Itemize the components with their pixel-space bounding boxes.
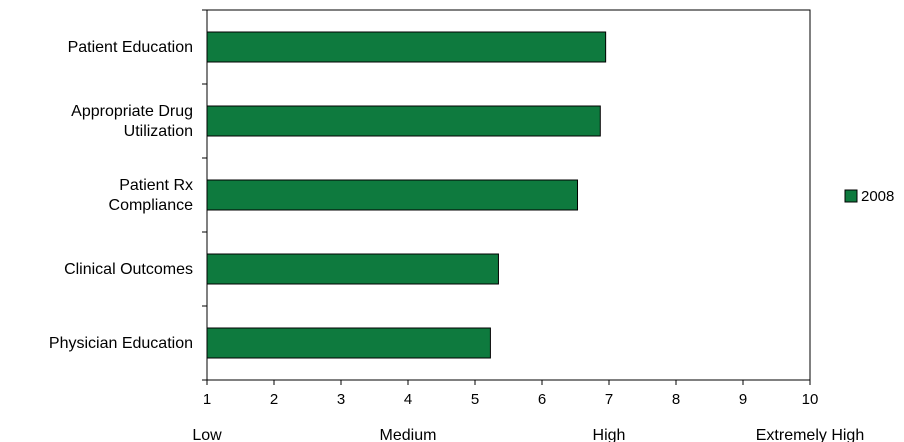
bars-group	[206, 31, 607, 359]
bar-appropriate-drug-utilization	[206, 105, 601, 137]
y-label-line: Patient Education	[68, 39, 193, 56]
legend-swatch-2008	[844, 189, 858, 203]
y-label-line: Appropriate Drug	[71, 103, 193, 120]
y-axis-labels: Patient Education Appropriate Drug Utiliza…	[49, 39, 193, 352]
y-label-appropriate-drug-utilization: Appropriate Drug Utilization	[71, 103, 193, 140]
scale-label-extremely-high: Extremely High	[756, 427, 864, 442]
y-label-line: Patient Rx	[119, 177, 193, 194]
y-axis-ticks	[202, 9, 207, 381]
bar-clinical-outcomes	[206, 253, 499, 285]
legend-label-2008: 2008	[861, 188, 894, 205]
x-axis-ticks	[206, 380, 811, 385]
x-tick-label: 4	[404, 391, 412, 408]
x-tick-label: 8	[672, 391, 680, 408]
bar-patient-education	[206, 31, 607, 63]
y-label-line: Physician Education	[49, 335, 193, 352]
x-tick-label: 6	[538, 391, 546, 408]
scale-label-medium: Medium	[380, 427, 437, 442]
x-tick-label: 3	[337, 391, 345, 408]
y-label-line: Clinical Outcomes	[64, 261, 193, 278]
x-tick-label: 2	[270, 391, 278, 408]
y-label-patient-rx-compliance: Patient Rx Compliance	[109, 177, 194, 214]
x-tick-label: 10	[802, 391, 819, 408]
y-label-clinical-outcomes: Clinical Outcomes	[64, 261, 193, 278]
scale-label-low: Low	[192, 427, 222, 442]
y-label-line: Utilization	[124, 123, 193, 140]
bar-patient-rx-compliance	[206, 179, 579, 211]
y-label-physician-education: Physician Education	[49, 335, 193, 352]
x-tick-label: 9	[739, 391, 747, 408]
y-label-line: Compliance	[109, 197, 194, 214]
x-tick-label: 1	[203, 391, 211, 408]
x-axis-tick-labels: 1 2 3 4 5 6 7 8 9 10	[203, 391, 819, 408]
x-tick-label: 7	[605, 391, 613, 408]
x-tick-label: 5	[471, 391, 479, 408]
scale-label-high: High	[593, 427, 626, 442]
bar-physician-education	[206, 327, 491, 359]
scale-labels: Low Medium High Extremely High	[192, 427, 864, 442]
y-label-patient-education: Patient Education	[68, 39, 193, 56]
legend: 2008	[844, 188, 894, 205]
